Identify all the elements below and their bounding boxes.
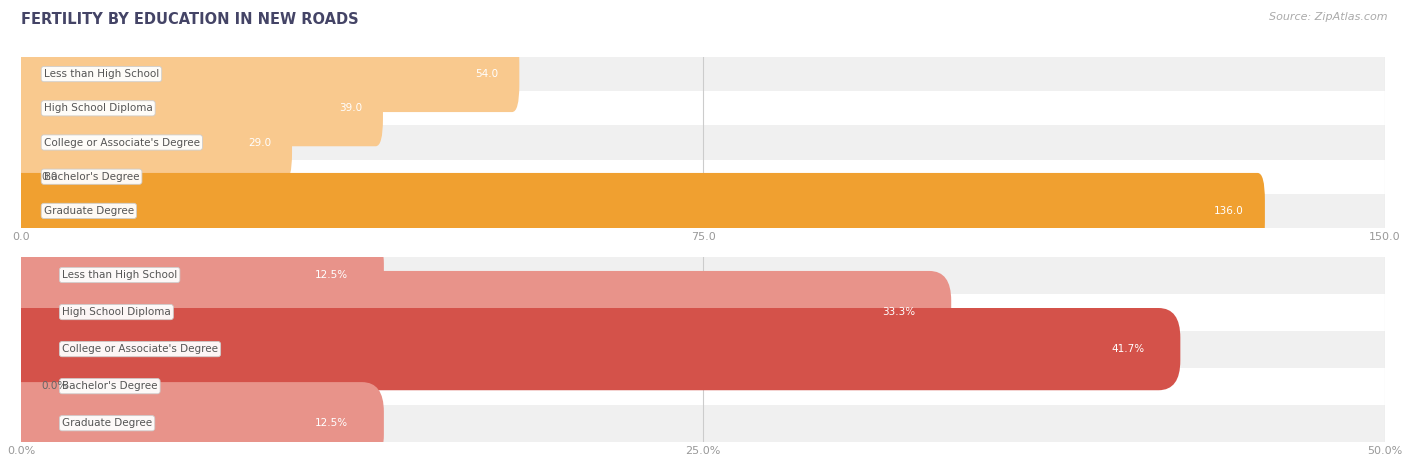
Text: 29.0: 29.0 xyxy=(247,137,271,148)
FancyBboxPatch shape xyxy=(14,36,519,112)
Text: High School Diploma: High School Diploma xyxy=(44,103,153,114)
Text: High School Diploma: High School Diploma xyxy=(62,307,170,317)
Text: Source: ZipAtlas.com: Source: ZipAtlas.com xyxy=(1270,12,1388,22)
Text: 0.0%: 0.0% xyxy=(42,381,67,391)
Text: College or Associate's Degree: College or Associate's Degree xyxy=(44,137,200,148)
FancyBboxPatch shape xyxy=(14,173,1265,249)
Text: 41.7%: 41.7% xyxy=(1112,344,1144,354)
Bar xyxy=(21,294,1385,331)
Text: Less than High School: Less than High School xyxy=(44,69,159,79)
Text: Bachelor's Degree: Bachelor's Degree xyxy=(44,171,139,182)
Bar xyxy=(21,331,1385,368)
Text: 12.5%: 12.5% xyxy=(315,270,349,280)
Text: Bachelor's Degree: Bachelor's Degree xyxy=(62,381,157,391)
FancyBboxPatch shape xyxy=(0,308,1181,390)
Bar xyxy=(21,91,1385,125)
Bar xyxy=(21,57,1385,91)
Text: Less than High School: Less than High School xyxy=(62,270,177,280)
FancyBboxPatch shape xyxy=(14,104,292,180)
Text: FERTILITY BY EDUCATION IN NEW ROADS: FERTILITY BY EDUCATION IN NEW ROADS xyxy=(21,12,359,27)
Text: Graduate Degree: Graduate Degree xyxy=(44,206,134,216)
FancyBboxPatch shape xyxy=(14,70,382,146)
Text: Graduate Degree: Graduate Degree xyxy=(62,418,152,428)
FancyBboxPatch shape xyxy=(0,382,384,465)
Bar xyxy=(21,405,1385,442)
Text: 33.3%: 33.3% xyxy=(883,307,915,317)
Text: 39.0: 39.0 xyxy=(339,103,363,114)
Bar xyxy=(21,160,1385,194)
Bar xyxy=(21,368,1385,405)
Text: 12.5%: 12.5% xyxy=(315,418,349,428)
Text: 0.0: 0.0 xyxy=(42,171,58,182)
FancyBboxPatch shape xyxy=(0,271,952,353)
Bar xyxy=(21,125,1385,160)
Bar xyxy=(21,256,1385,294)
Text: 54.0: 54.0 xyxy=(475,69,499,79)
FancyBboxPatch shape xyxy=(0,234,384,316)
Text: College or Associate's Degree: College or Associate's Degree xyxy=(62,344,218,354)
Text: 136.0: 136.0 xyxy=(1215,206,1244,216)
Bar xyxy=(21,194,1385,228)
